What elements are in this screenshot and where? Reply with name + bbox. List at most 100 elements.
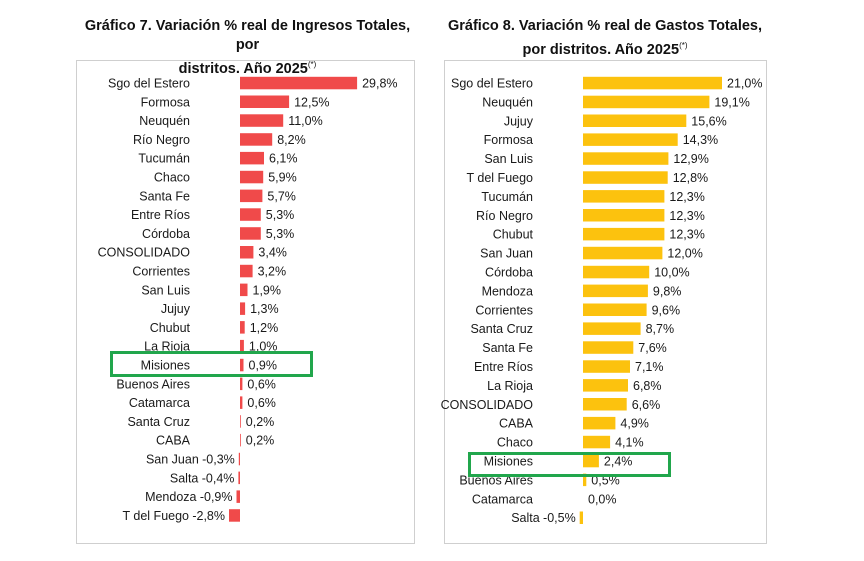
chart-8-panel — [444, 60, 767, 544]
category-label: San Luis — [484, 152, 533, 166]
chart-7-panel — [76, 60, 415, 544]
value-label: -0,9% — [200, 490, 233, 504]
bar-buenos-aires — [240, 377, 243, 391]
category-label: T del Fuego — [467, 171, 534, 185]
value-label: 9,8% — [653, 284, 682, 298]
bar-consolidado — [583, 398, 627, 411]
category-label: CONSOLIDADO — [98, 246, 191, 260]
bar-formosa — [583, 133, 678, 146]
value-label: 5,3% — [266, 208, 295, 222]
bar-chubut — [240, 321, 245, 334]
value-label: 6,6% — [632, 398, 661, 412]
bar-río-negro — [240, 133, 273, 146]
category-label: Salta — [170, 471, 199, 485]
category-label: Misiones — [141, 359, 190, 373]
value-label: 6,1% — [269, 152, 298, 166]
bar-jujuy — [240, 302, 246, 315]
value-label: 12,9% — [673, 152, 708, 166]
category-label: Neuquén — [482, 95, 533, 109]
category-label: Entre Ríos — [131, 208, 190, 222]
category-label: San Juan — [146, 453, 199, 467]
bar-jujuy — [583, 114, 687, 127]
bar-t-del-fuego — [229, 509, 240, 522]
bar-catamarca — [240, 396, 243, 409]
bar-sgo-del-estero — [583, 76, 722, 90]
chart-7-highlight-box — [110, 351, 313, 377]
bar-san-luis — [583, 152, 669, 165]
value-label: 7,6% — [638, 341, 667, 355]
bar-santa-cruz — [583, 322, 641, 335]
bar-corrientes — [583, 303, 647, 316]
bar-salta — [579, 511, 583, 524]
category-label: Sgo del Estero — [451, 77, 533, 91]
category-label: Buenos Aires — [116, 377, 190, 391]
bar-tucumán — [583, 190, 665, 203]
category-label: Formosa — [141, 95, 190, 109]
category-label: Córdoba — [485, 266, 533, 280]
bar-chubut — [583, 227, 665, 241]
chart-7-bars: Sgo del Estero 29,8% Formosa 12,5% Neuquén 11… — [98, 77, 398, 523]
category-label: Catamarca — [129, 396, 190, 410]
bar-corrientes — [240, 264, 253, 278]
value-label: 6,8% — [633, 379, 662, 393]
chart-8-bars: Sgo del Estero 21,0% Neuquén 19,1% Jujuy 15,6… — [441, 77, 763, 526]
value-label: 2,4% — [604, 455, 633, 469]
category-label: Chaco — [497, 436, 533, 450]
value-label: 12,3% — [669, 228, 704, 242]
value-label: 5,3% — [266, 227, 295, 241]
bar-chaco — [240, 170, 264, 184]
category-label: Jujuy — [161, 302, 191, 316]
bar-caba — [583, 416, 616, 430]
value-label: -2,8% — [192, 509, 225, 523]
category-label: Santa Fe — [482, 341, 533, 355]
category-label: CABA — [499, 417, 534, 431]
value-label: 14,3% — [683, 133, 718, 147]
value-label: 0,9% — [249, 359, 278, 373]
value-label: 1,2% — [250, 321, 279, 335]
bar-río-negro — [583, 209, 665, 222]
bar-neuquén — [583, 95, 710, 109]
value-label: 12,3% — [669, 190, 704, 204]
category-label: Salta — [511, 511, 540, 525]
value-label: 4,9% — [620, 417, 649, 431]
bar-misiones — [240, 358, 244, 372]
category-label: Tucumán — [138, 152, 190, 166]
category-label: Santa Cruz — [127, 415, 190, 429]
value-label: 15,6% — [691, 114, 726, 128]
value-label: 21,0% — [727, 77, 762, 91]
value-label: 10,0% — [654, 266, 689, 280]
category-label: Santa Cruz — [470, 322, 533, 336]
category-label: CABA — [156, 434, 191, 448]
bar-buenos-aires — [583, 473, 587, 487]
category-label: Mendoza — [482, 284, 533, 298]
bar-consolidado — [240, 246, 254, 259]
value-label: 8,7% — [646, 322, 675, 336]
value-label: 0,6% — [247, 396, 276, 410]
category-label: Tucumán — [481, 190, 533, 204]
bar-santa-fe — [583, 341, 634, 354]
value-label: -0,3% — [202, 453, 235, 467]
bar-mendoza — [583, 284, 648, 298]
bar-sgo-del-estero — [240, 76, 358, 90]
bar-salta — [238, 471, 240, 485]
value-label: 12,0% — [667, 247, 702, 261]
value-label: 3,4% — [258, 246, 287, 260]
bar-misiones — [583, 454, 599, 468]
bar-san-juan — [238, 452, 240, 466]
category-label: Río Negro — [476, 209, 533, 223]
chart-7-title-note: (*) — [307, 60, 317, 69]
bar-santa-cruz — [240, 415, 241, 428]
category-label: Jujuy — [504, 114, 534, 128]
value-label: 1,3% — [250, 302, 279, 316]
category-label: La Rioja — [487, 379, 533, 393]
value-label: 0,2% — [246, 415, 274, 429]
value-label: 29,8% — [362, 77, 397, 91]
category-label: Sgo del Estero — [108, 77, 190, 91]
value-label: 7,1% — [635, 360, 664, 374]
bar-caba — [240, 433, 241, 447]
category-label: T del Fuego — [123, 509, 190, 523]
bar-t-del-fuego — [583, 171, 668, 184]
bar-san-juan — [583, 246, 663, 260]
value-label: 12,3% — [669, 209, 704, 223]
value-label: 1,0% — [249, 340, 278, 354]
